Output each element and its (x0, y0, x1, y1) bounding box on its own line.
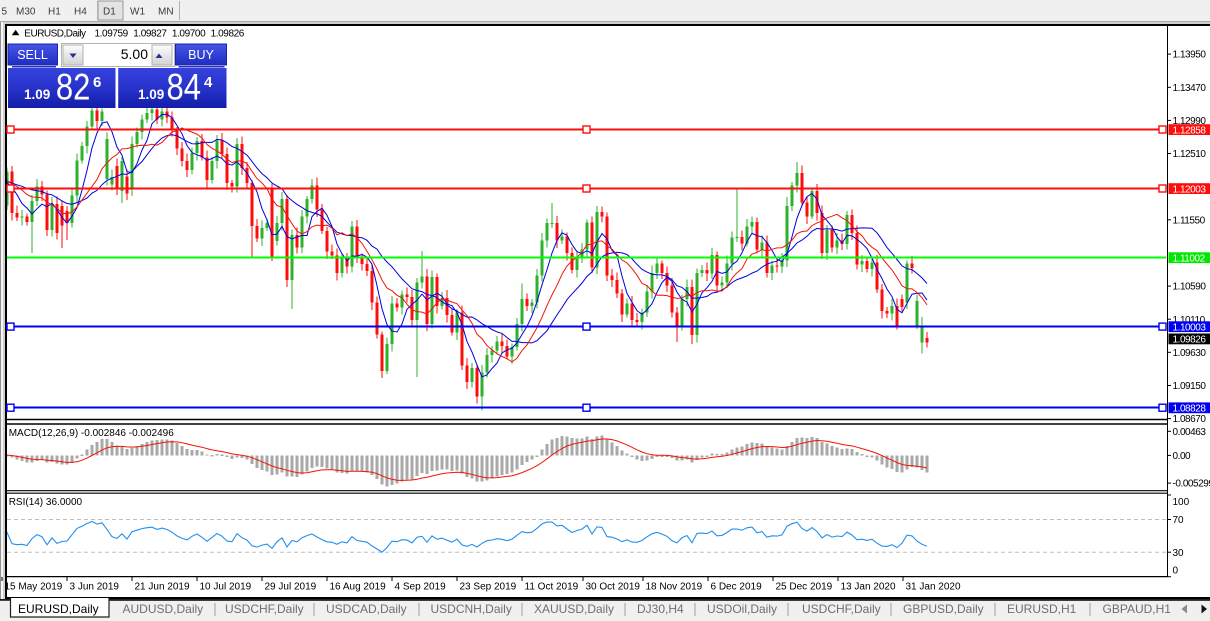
svg-text:1.13470: 1.13470 (1173, 83, 1207, 94)
svg-text:1.11550: 1.11550 (1173, 215, 1206, 226)
svg-text:70: 70 (1173, 515, 1185, 526)
svg-text:1.12510: 1.12510 (1173, 149, 1207, 160)
svg-text:MACD(12,26,9) -0.002846 -0.002: MACD(12,26,9) -0.002846 -0.002496 (9, 428, 175, 439)
svg-text:EURUSD,Daily: EURUSD,Daily (18, 602, 99, 616)
svg-text:USDCHF,Daily: USDCHF,Daily (225, 602, 304, 616)
svg-text:USDCAD,Daily: USDCAD,Daily (326, 602, 407, 616)
svg-text:11 Oct 2019: 11 Oct 2019 (525, 582, 579, 593)
svg-text:1.10590: 1.10590 (1173, 282, 1207, 293)
svg-text:MN: MN (158, 7, 174, 18)
svg-text:1.09: 1.09 (24, 87, 50, 102)
svg-text:6 Dec 2019: 6 Dec 2019 (711, 582, 763, 593)
svg-text:23 Sep 2019: 23 Sep 2019 (460, 582, 517, 593)
svg-text:AUDUSD,Daily: AUDUSD,Daily (123, 602, 204, 616)
svg-text:USDCNH,Daily: USDCNH,Daily (431, 602, 512, 616)
svg-text:1.09630: 1.09630 (1173, 348, 1207, 359)
svg-text:16 Aug 2019: 16 Aug 2019 (330, 582, 387, 593)
svg-text:10 Jul 2019: 10 Jul 2019 (200, 582, 252, 593)
svg-text:1.09827: 1.09827 (133, 28, 167, 39)
svg-text:30 Oct 2019: 30 Oct 2019 (586, 582, 641, 593)
svg-text:USDOil,Daily: USDOil,Daily (707, 602, 777, 616)
svg-text:1.09759: 1.09759 (95, 28, 129, 39)
svg-text:18 Nov 2019: 18 Nov 2019 (646, 582, 703, 593)
svg-text:USDCHF,Daily: USDCHF,Daily (802, 602, 881, 616)
svg-text:1.13950: 1.13950 (1173, 50, 1207, 61)
svg-text:82: 82 (56, 66, 91, 107)
svg-text:1.09150: 1.09150 (1173, 381, 1207, 392)
svg-text:4: 4 (204, 74, 213, 91)
svg-text:BUY: BUY (188, 48, 214, 62)
svg-text:1.08828: 1.08828 (1173, 404, 1207, 415)
svg-text:GBPAUD,H1: GBPAUD,H1 (1103, 602, 1172, 616)
svg-text:GBPUSD,Daily: GBPUSD,Daily (903, 602, 984, 616)
svg-text:1.09700: 1.09700 (172, 28, 206, 39)
svg-text:1.10110: 1.10110 (1173, 315, 1206, 326)
svg-text:1.09826: 1.09826 (211, 28, 245, 39)
svg-text:1.12858: 1.12858 (1173, 125, 1207, 136)
svg-text:SELL: SELL (17, 48, 48, 62)
svg-text:M30: M30 (16, 7, 36, 18)
svg-text:1.08670: 1.08670 (1173, 414, 1207, 425)
svg-text:-0.005299: -0.005299 (1173, 479, 1210, 490)
svg-text:0.00: 0.00 (1173, 451, 1192, 462)
svg-text:1.11002: 1.11002 (1173, 253, 1206, 264)
svg-text:0.00463: 0.00463 (1173, 427, 1207, 438)
svg-text:4 Sep 2019: 4 Sep 2019 (395, 582, 447, 593)
svg-text:6: 6 (93, 74, 101, 91)
svg-text:5.00: 5.00 (121, 46, 148, 62)
svg-text:1.12003: 1.12003 (1173, 184, 1207, 195)
svg-text:13 Jan 2020: 13 Jan 2020 (841, 582, 896, 593)
svg-text:84: 84 (167, 66, 202, 107)
svg-text:0: 0 (1173, 565, 1179, 576)
svg-text:1.10003: 1.10003 (1173, 322, 1207, 333)
svg-text:29 Jul 2019: 29 Jul 2019 (265, 582, 317, 593)
svg-text:H1: H1 (48, 7, 61, 18)
svg-text:21 Jun 2019: 21 Jun 2019 (135, 582, 190, 593)
svg-text:1.09: 1.09 (138, 87, 164, 102)
svg-text:XAUUSD,Daily: XAUUSD,Daily (534, 602, 614, 616)
svg-text:100: 100 (1173, 497, 1190, 508)
svg-text:EURUSD,Daily: EURUSD,Daily (24, 28, 86, 39)
svg-text:30: 30 (1173, 548, 1185, 559)
svg-text:25 Dec 2019: 25 Dec 2019 (776, 582, 833, 593)
svg-text:H4: H4 (74, 7, 87, 18)
svg-text:31 Jan 2020: 31 Jan 2020 (906, 582, 961, 593)
svg-text:W1: W1 (130, 7, 145, 18)
svg-text:EURUSD,H1: EURUSD,H1 (1007, 602, 1077, 616)
svg-text:DJ30,H4: DJ30,H4 (637, 602, 684, 616)
svg-text:5: 5 (2, 7, 8, 18)
svg-text:15 May 2019: 15 May 2019 (5, 582, 63, 593)
svg-text:1.09826: 1.09826 (1173, 335, 1207, 346)
svg-text:D1: D1 (103, 7, 116, 18)
svg-text:RSI(14) 36.0000: RSI(14) 36.0000 (9, 497, 83, 508)
svg-text:1.12990: 1.12990 (1173, 116, 1207, 127)
svg-text:3 Jun 2019: 3 Jun 2019 (70, 582, 120, 593)
